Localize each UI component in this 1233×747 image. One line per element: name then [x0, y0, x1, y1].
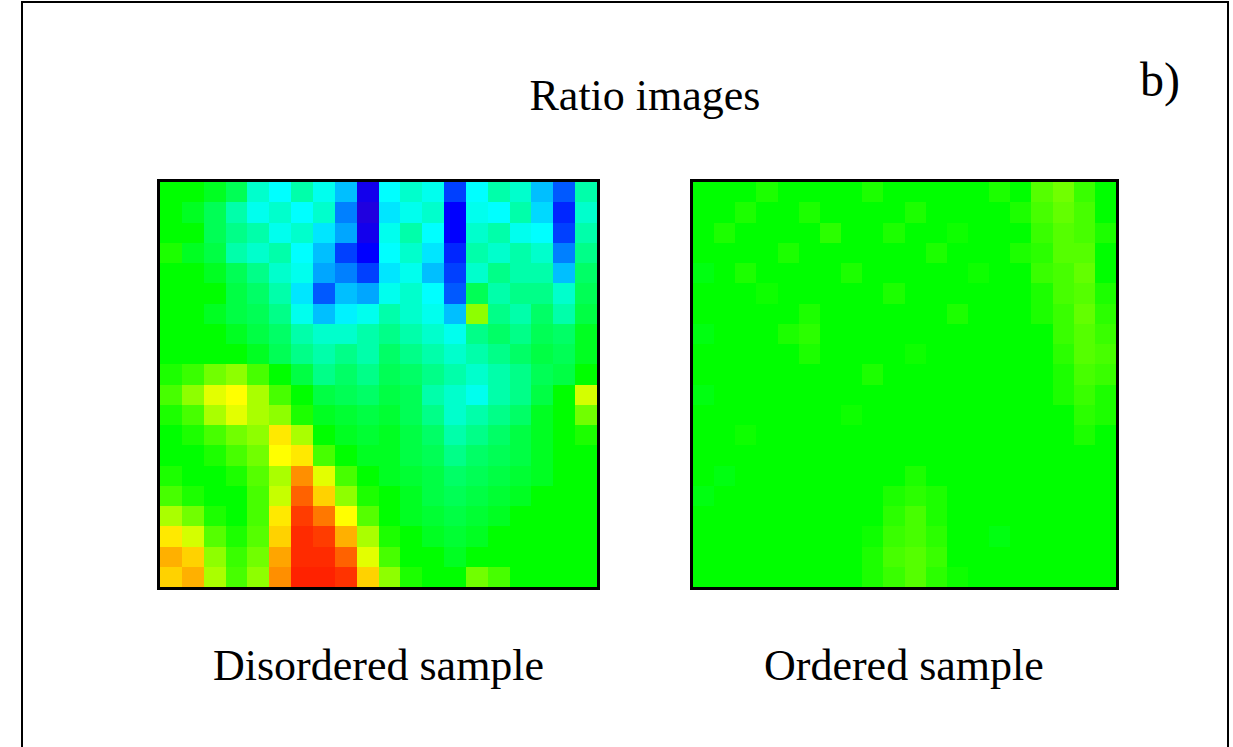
svg-text:Disordered sample: Disordered sample — [213, 641, 544, 690]
svg-text:Ratio images: Ratio images — [530, 71, 761, 120]
svg-text:b): b) — [1140, 53, 1180, 107]
svg-text:Ordered sample: Ordered sample — [764, 641, 1044, 690]
